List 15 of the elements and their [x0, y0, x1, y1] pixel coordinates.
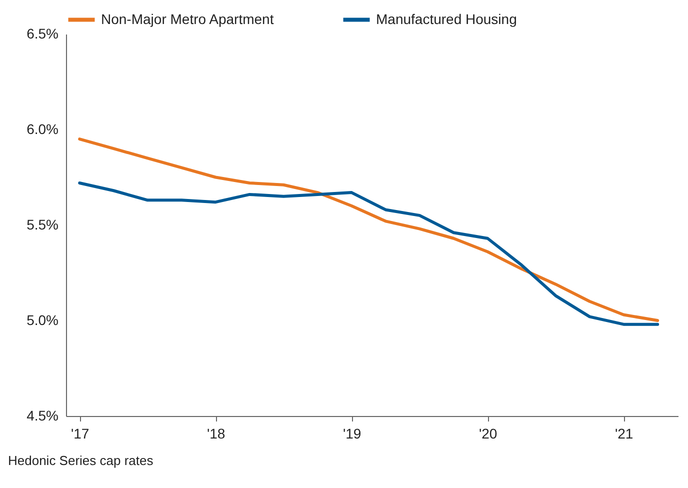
y-tick-label: 4.5%: [26, 408, 58, 424]
y-tick-label: 5.5%: [26, 216, 58, 232]
line-series: [78, 138, 660, 322]
text: Hedonic Series cap rates: [8, 453, 154, 468]
x-tick-label: '21: [614, 426, 634, 442]
legend-label: Manufactured Housing: [376, 10, 517, 27]
x-tick-label: '19: [342, 426, 362, 442]
y-tick-label: 6.0%: [26, 121, 58, 137]
x-tick-label: '17: [70, 426, 90, 442]
y-tick-label: 5.0%: [26, 312, 58, 328]
x-tick-label: '20: [478, 426, 498, 442]
legend-label: Non-Major Metro Apartment: [101, 10, 274, 27]
y-tick-label: 6.5%: [26, 26, 58, 42]
line-series: [78, 181, 660, 326]
x-tick-label: '18: [206, 426, 226, 442]
